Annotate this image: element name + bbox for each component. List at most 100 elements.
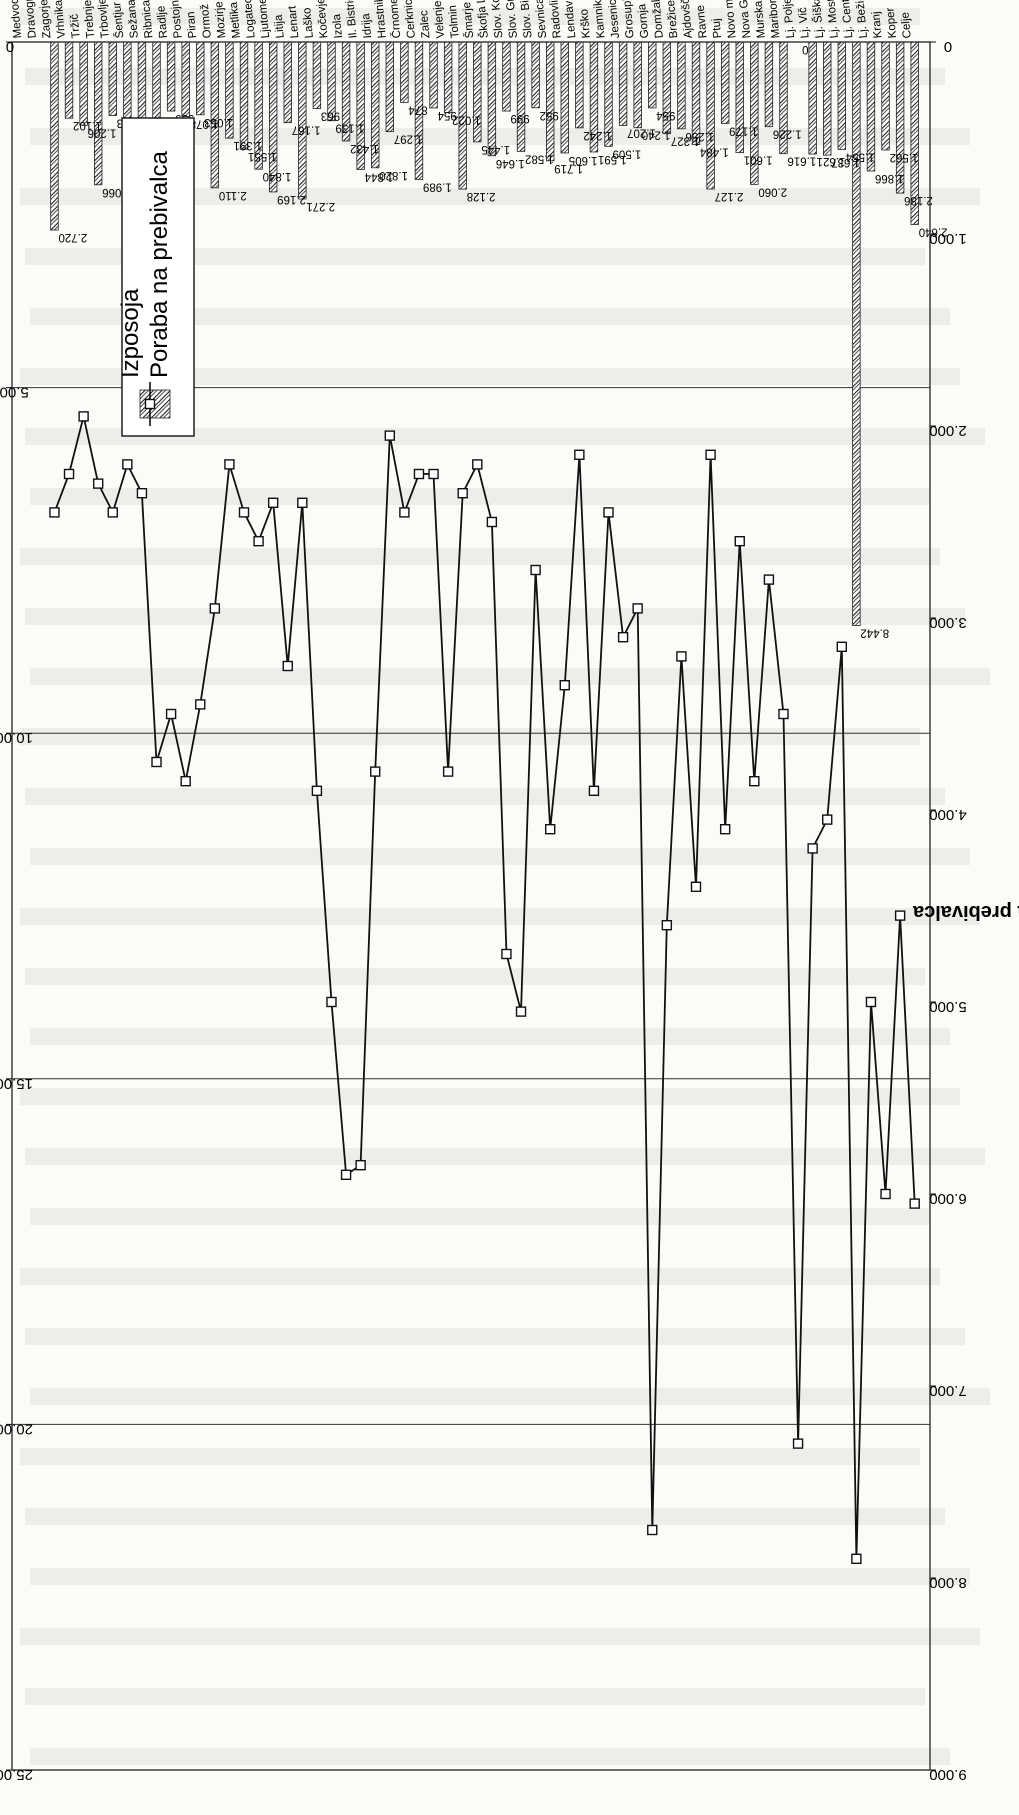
bar-value-label: 2.271 — [306, 200, 335, 212]
bar — [764, 41, 774, 128]
category-label: Slov. Bistrica — [517, 0, 535, 39]
line-marker — [224, 459, 235, 470]
background-text-line — [30, 1568, 970, 1585]
line-marker — [515, 1006, 527, 1017]
bar-value-label: 1.206 — [88, 126, 117, 138]
bar-value-label: 1.820 — [379, 169, 408, 181]
line-marker — [894, 910, 906, 921]
line-marker — [544, 824, 556, 835]
tick-label-left: 2.000 — [929, 422, 967, 439]
bar — [210, 41, 220, 189]
line-marker — [428, 468, 439, 480]
bar-value-label: 1.240 — [642, 129, 671, 141]
legend-label-poraba: Poraba na prebivalca — [146, 151, 173, 378]
category-label: Idrija — [360, 12, 374, 38]
category-label: Ptuj — [710, 18, 724, 39]
bar-value-label: 0 — [802, 43, 808, 55]
bar-value-label: 1.139 — [335, 122, 364, 134]
bar-value-label: 954 — [656, 109, 676, 121]
category-label: Kočevje — [315, 0, 331, 39]
bar — [166, 41, 176, 112]
bar — [516, 41, 526, 152]
bar-value-label: 1.591 — [598, 153, 627, 165]
bar-value-label: 2.186 — [904, 194, 933, 206]
bar-value-label: 1.207 — [627, 126, 656, 138]
bar — [487, 41, 497, 157]
category-label: Kamnik — [592, 0, 607, 39]
category-label: Lj. Vič — [797, 6, 812, 38]
tick-label-right: 25.000 — [0, 1766, 33, 1783]
category-label: Medvode — [8, 0, 24, 39]
bar-value-label: 1.022 — [452, 114, 481, 126]
bar-value-label: 2.128 — [467, 190, 496, 202]
category-label: Šmarje — [460, 1, 476, 38]
bar-value-labels: 2.640 2.186 1.562 1.866 8.442 1.5541.6371.621… — [58, 43, 947, 639]
category-label: Radlje — [155, 5, 170, 39]
category-label: Zalec — [418, 9, 432, 38]
background-text-line — [20, 1628, 980, 1645]
background-text-line — [20, 1268, 940, 1285]
background-text-line — [25, 1148, 985, 1165]
background-text-line — [25, 428, 985, 445]
tick-label-left: 0 — [944, 38, 952, 55]
category-label: Laško — [301, 7, 316, 39]
bar — [531, 41, 540, 109]
line-marker — [78, 411, 89, 422]
category-label: Lj. Bežigrad — [853, 0, 870, 39]
line-marker — [107, 507, 118, 518]
bar-value-label: 1.551 — [248, 150, 277, 162]
line-marker — [559, 680, 570, 691]
category-label: Nova Gorica — [736, 0, 754, 39]
line-marker — [690, 881, 702, 892]
bar — [823, 41, 832, 156]
tick-label-right: 5.000 — [0, 384, 29, 401]
bar — [50, 41, 59, 231]
legend-label-izposoja: Izposoja — [117, 288, 144, 378]
bar-value-label: 1.484 — [699, 146, 728, 158]
line-marker — [763, 574, 775, 585]
bar — [648, 41, 657, 109]
bar-value-label: 1.605 — [569, 154, 598, 166]
bar — [327, 41, 336, 122]
bar — [473, 41, 482, 143]
line-marker — [530, 564, 541, 576]
bar-value-label: 1.562 — [890, 151, 919, 163]
line-marker — [851, 1553, 862, 1565]
bar — [400, 41, 409, 103]
bar-value-label: 1.391 — [233, 139, 262, 151]
category-label: Izola — [331, 13, 345, 39]
category-label: Sevnica — [534, 0, 550, 39]
bar-value-label: 1.719 — [554, 162, 583, 174]
bar — [79, 41, 88, 126]
bar-value-label: 1.432 — [350, 142, 379, 154]
line-marker — [151, 756, 162, 768]
bar — [298, 41, 307, 200]
category-label: Slov. Konjice — [488, 0, 506, 39]
bar-value-label: 1.167 — [292, 124, 321, 136]
bar — [502, 41, 511, 112]
line-marker — [647, 1524, 658, 1536]
plot-frame — [11, 41, 931, 1771]
bar — [881, 41, 890, 151]
line-marker — [807, 843, 818, 854]
tick-label-left: 4.000 — [929, 806, 967, 823]
line-marker — [632, 603, 643, 614]
bar — [618, 41, 628, 126]
bar — [196, 41, 205, 116]
background-text-line — [20, 368, 960, 385]
category-label: Metlika — [228, 1, 243, 39]
category-label: Lenart — [286, 4, 301, 38]
bar-value-label: 1.840 — [263, 170, 292, 182]
category-label: Maribor — [767, 0, 782, 39]
background-text-line — [20, 728, 920, 745]
category-label: Litija — [273, 14, 287, 39]
bar — [706, 41, 715, 190]
bar — [546, 41, 555, 162]
category-label: Koper — [884, 7, 899, 39]
bar — [123, 41, 132, 127]
background-text-line — [20, 8, 920, 25]
category-label: Kranj — [870, 11, 884, 39]
line-marker — [370, 766, 381, 777]
